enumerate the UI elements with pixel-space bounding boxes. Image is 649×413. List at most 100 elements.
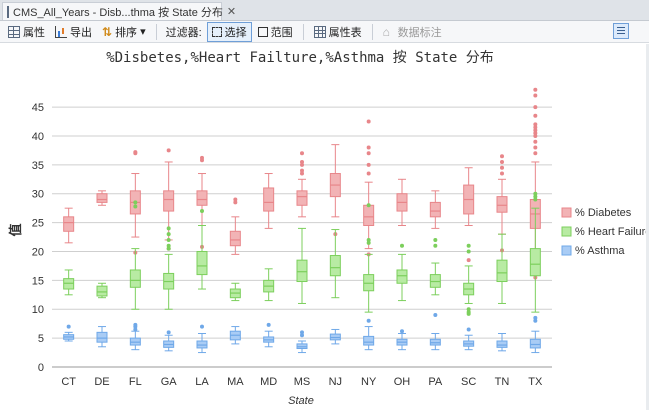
plot-area [63, 87, 541, 354]
y-tick-label: 10 [32, 304, 44, 316]
outlier-point [533, 151, 538, 156]
outlier-point [366, 318, 371, 323]
outlier-point [366, 237, 371, 242]
box-diabetes [363, 119, 375, 257]
outlier-point [133, 327, 138, 332]
y-tick-label: 30 [32, 189, 44, 201]
outlier-point [466, 243, 471, 248]
box [296, 259, 308, 283]
outlier-point [433, 237, 438, 242]
chart-properties-pane-button[interactable] [613, 23, 629, 39]
label-icon: ⌂ [382, 24, 390, 39]
outlier-point [533, 87, 538, 92]
select-filter-label: 选择 [224, 26, 247, 39]
properties-button[interactable]: 属性 [4, 23, 49, 41]
outlier-point [533, 133, 538, 138]
box-diabetes [429, 190, 441, 229]
y-axis-label: 值 [8, 223, 24, 236]
box-heart-failure [496, 233, 508, 304]
outlier-point [500, 159, 504, 164]
outlier-point [300, 171, 304, 176]
box [529, 338, 541, 349]
close-icon[interactable]: ✕ [226, 6, 237, 18]
outlier-point [533, 318, 538, 323]
x-axis-label: State [288, 395, 314, 407]
outlier-point [533, 139, 538, 144]
box-asthma [363, 318, 375, 351]
export-label: 导出 [70, 26, 92, 39]
chart-tab[interactable]: CMS_All_Years - Disb...thma 按 State 分布 ✕ [2, 2, 236, 20]
legend-swatch [561, 226, 572, 237]
box-asthma [396, 329, 408, 351]
x-tick-label: NY [361, 376, 377, 388]
data-labels-label: 数据标注 [397, 26, 442, 39]
y-tick-label: 15 [32, 275, 44, 287]
box-diabetes [63, 207, 75, 244]
box-diabetes [496, 154, 508, 253]
range-filter-icon [257, 26, 268, 37]
outlier-point [166, 246, 171, 251]
outlier-point [166, 226, 171, 231]
outlier-point [200, 209, 204, 214]
box [429, 201, 441, 218]
grid-icon [7, 5, 9, 18]
select-filter-button[interactable]: 选择 [206, 21, 252, 42]
outlier-point [166, 232, 171, 237]
outlier-point [233, 200, 238, 205]
outlier-point [300, 162, 304, 167]
x-tick-label: DE [94, 376, 109, 388]
range-filter-label: 范围 [270, 26, 293, 39]
outlier-point [366, 151, 371, 156]
properties-label: 属性 [23, 26, 45, 39]
x-tick-label: SC [461, 376, 476, 388]
box-asthma [296, 330, 308, 354]
x-tick-label: MA [227, 376, 244, 388]
box-heart-failure [196, 209, 208, 290]
box-heart-failure [163, 226, 175, 310]
outlier-point [366, 203, 371, 208]
outlier-point [200, 324, 204, 329]
outlier-point [533, 93, 538, 98]
box-plot-chart[interactable]: %Disbetes,%Heart Failture,%Asthma 按 Stat… [0, 44, 649, 410]
table-icon [313, 25, 326, 38]
box-heart-failure [429, 237, 441, 296]
outlier-point [533, 194, 538, 199]
box-heart-failure [296, 227, 308, 304]
data-labels-button[interactable]: ⌂ 数据标注 [379, 23, 446, 41]
outlier-point [300, 159, 304, 164]
outlier-point [166, 243, 171, 248]
y-tick-label: 20 [32, 246, 44, 258]
outlier-point [533, 105, 538, 110]
outlier-point [533, 128, 538, 133]
y-tick-label: 5 [38, 333, 44, 345]
range-filter-button[interactable]: 范围 [254, 23, 297, 41]
legend-label: % Diabetes [575, 207, 632, 219]
box [263, 187, 275, 212]
outlier-point [533, 145, 538, 150]
outlier-point [300, 333, 304, 338]
attribute-table-button[interactable]: 属性表 [310, 23, 366, 41]
chart-title: %Disbetes,%Heart Failture,%Asthma 按 Stat… [106, 50, 494, 66]
outlier-point [366, 162, 371, 167]
box-asthma [263, 322, 275, 348]
box-asthma [163, 330, 175, 352]
box [163, 190, 175, 212]
box-diabetes [96, 190, 108, 206]
box-asthma [463, 327, 475, 351]
outlier-point [166, 148, 171, 153]
y-tick-label: 35 [32, 160, 44, 172]
properties-icon [8, 25, 20, 38]
sort-button[interactable]: ⇅ 排序 ▾ [98, 23, 150, 41]
outlier-point [466, 311, 471, 316]
outlier-point [533, 125, 538, 130]
outlier-point [300, 151, 304, 156]
box [96, 331, 108, 343]
box [296, 190, 308, 206]
box-asthma [96, 326, 108, 348]
scrollbar[interactable] [646, 44, 649, 410]
box-diabetes [229, 197, 241, 255]
box [129, 269, 141, 288]
legend-label: % Asthma [575, 245, 625, 257]
export-button[interactable]: 导出 [51, 23, 96, 41]
box-asthma [496, 333, 508, 352]
